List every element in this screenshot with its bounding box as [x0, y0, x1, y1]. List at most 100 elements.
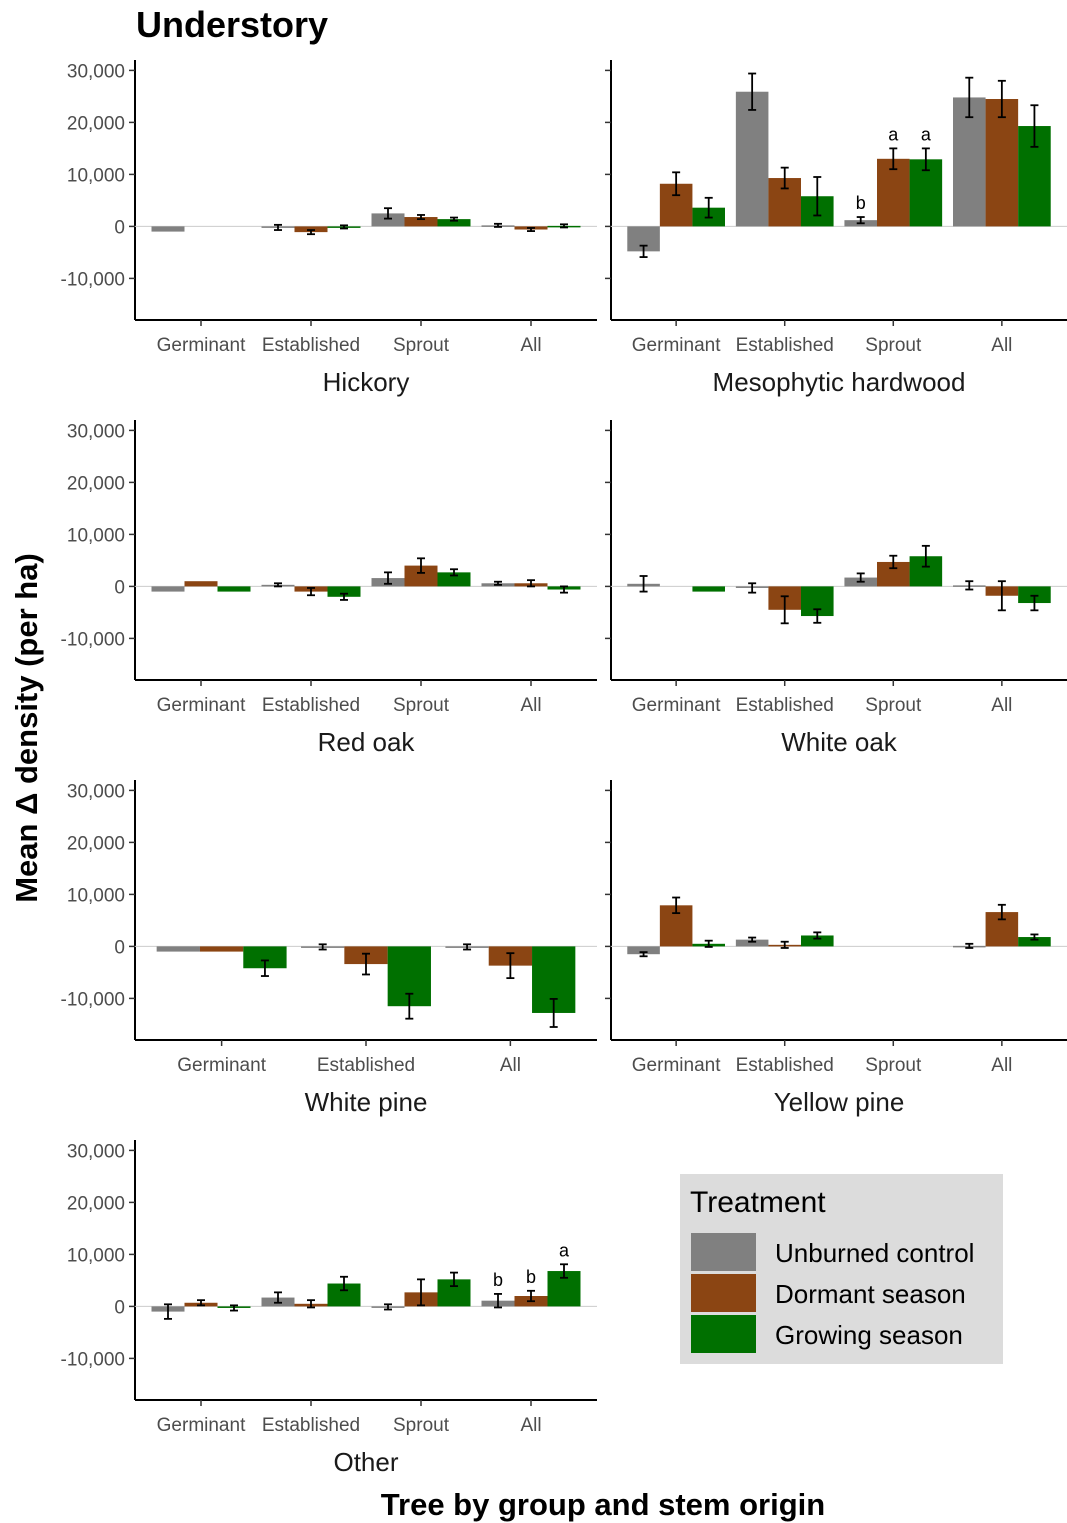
error-bar: [260, 959, 269, 977]
x-tick-label-established: Established: [736, 335, 834, 356]
x-tick-label-established: Established: [317, 1055, 415, 1076]
error-bar: [748, 936, 757, 943]
error-bar: [889, 147, 898, 171]
error-bar: [748, 582, 757, 594]
error-bar: [1030, 933, 1039, 941]
panel-title-yellow-pine: Yellow pine: [774, 1087, 905, 1117]
x-tick-label-all: All: [991, 1055, 1012, 1076]
y-axis-title: Mean Δ density (per ha): [9, 553, 44, 903]
error-bar: [494, 580, 502, 586]
error-bar: [780, 595, 789, 625]
error-bar: [384, 571, 392, 585]
x-tick-label-established: Established: [262, 335, 360, 356]
error-bar: [921, 147, 930, 172]
error-bar: [1030, 104, 1039, 148]
error-bar: [318, 943, 327, 951]
error-bar: [780, 940, 789, 949]
bar-hickory-sprout-dormant-season: [404, 217, 438, 227]
bar-yellow-pine-established-growing-season: [801, 935, 834, 947]
error-bar: [813, 176, 822, 217]
error-bar: [560, 1263, 568, 1279]
panel-red-oak: 30,000 20,000 10,000 0 -10,000 Germinant Estab…: [61, 420, 597, 757]
bar-white-oak-germinant-growing-season: [692, 586, 725, 592]
legend-label-unburned-control: Unburned control: [775, 1238, 974, 1268]
error-bar: [965, 580, 974, 591]
error-bar: [506, 952, 515, 980]
error-bar: [463, 943, 472, 951]
error-bar: [921, 544, 930, 568]
x-tick-label-established: Established: [262, 695, 360, 716]
x-tick-label-sprout: Sprout: [393, 695, 450, 716]
y-tick-label: 10,000: [67, 165, 125, 186]
bar-hickory-sprout-unburned-control: [371, 213, 405, 227]
y-tick-label: 30,000: [67, 61, 125, 82]
x-tick-label-all: All: [520, 1415, 541, 1436]
x-tick-label-sprout: Sprout: [393, 1415, 450, 1436]
bar-mesophytic-hardwood-all-dormant-season: [985, 99, 1019, 227]
x-tick-label-all: All: [991, 335, 1012, 356]
error-bar: [417, 557, 425, 574]
error-bar: [704, 196, 713, 219]
panel-title-mesophytic-hardwood: Mesophytic hardwood: [713, 367, 966, 397]
error-bar: [340, 592, 348, 601]
legend-label-dormant-season: Dormant season: [775, 1279, 966, 1309]
error-bar: [384, 1303, 392, 1311]
error-bar: [997, 903, 1006, 921]
x-tick-label-germinant: Germinant: [157, 335, 246, 356]
y-tick-label: 20,000: [67, 473, 125, 494]
x-tick-label-all: All: [520, 695, 541, 716]
panel-title-white-oak: White oak: [781, 727, 898, 757]
error-bar: [780, 166, 789, 190]
x-tick-label-germinant: Germinant: [157, 1415, 246, 1436]
bar-white-oak-all-growing-season: [1018, 586, 1051, 604]
error-bar: [307, 1299, 315, 1309]
legend-key-unburned-control: [691, 1233, 756, 1271]
significance-label: b: [856, 193, 866, 213]
panel-white-oak: Germinant Established Sprout All White oak: [605, 420, 1067, 757]
bar-red-oak-germinant-growing-season: [217, 586, 251, 592]
bar-mesophytic-hardwood-all-unburned-control: [953, 97, 986, 227]
error-bar: [197, 1299, 205, 1307]
error-bar: [417, 214, 425, 221]
panel-mesophytic-hardwood: Germinant Established Sprout b a a All Mesophyt…: [605, 60, 1067, 397]
error-bar: [527, 227, 535, 232]
y-tick-label: 0: [114, 1297, 125, 1318]
panel-title-hickory: Hickory: [323, 367, 410, 397]
y-tick-label: 10,000: [67, 1245, 125, 1266]
error-bar: [549, 998, 558, 1028]
error-bar: [494, 1293, 502, 1309]
legend-title: Treatment: [690, 1186, 826, 1219]
error-bar: [997, 580, 1006, 612]
legend: Treatment Unburned control Dormant seaso…: [680, 1174, 1003, 1364]
bar-yellow-pine-germinant-unburned-control: [627, 946, 660, 955]
y-tick-label: -10,000: [61, 1349, 125, 1370]
x-tick-label-germinant: Germinant: [632, 335, 721, 356]
x-tick-label-all: All: [520, 335, 541, 356]
y-tick-label: 30,000: [67, 1141, 125, 1162]
error-bar: [527, 1289, 535, 1303]
error-bar: [704, 939, 713, 948]
panels: 30,000 20,000 10,000 0 -10,000 Germinant Estab…: [61, 60, 1067, 1477]
legend-label-growing-season: Growing season: [775, 1320, 963, 1350]
error-bar: [856, 216, 865, 225]
error-bar: [997, 79, 1006, 119]
error-bar: [965, 76, 974, 119]
error-bar: [164, 1303, 172, 1320]
error-bar: [384, 207, 392, 220]
y-tick-label: 10,000: [67, 885, 125, 906]
x-tick-label-all: All: [991, 695, 1012, 716]
error-bar: [405, 992, 414, 1020]
significance-label: b: [526, 1267, 536, 1287]
error-bar: [417, 1278, 425, 1307]
error-bar: [813, 931, 822, 940]
legend-key-growing-season: [691, 1315, 756, 1353]
error-bar: [450, 216, 458, 222]
y-tick-label: 20,000: [67, 833, 125, 854]
bar-white-pine-germinant-growing-season: [243, 946, 287, 969]
x-tick-label-germinant: Germinant: [632, 695, 721, 716]
x-tick-label-established: Established: [736, 1055, 834, 1076]
x-tick-label-germinant: Germinant: [157, 695, 246, 716]
error-bar: [672, 171, 681, 197]
bar-red-oak-germinant-unburned-control: [151, 586, 185, 592]
